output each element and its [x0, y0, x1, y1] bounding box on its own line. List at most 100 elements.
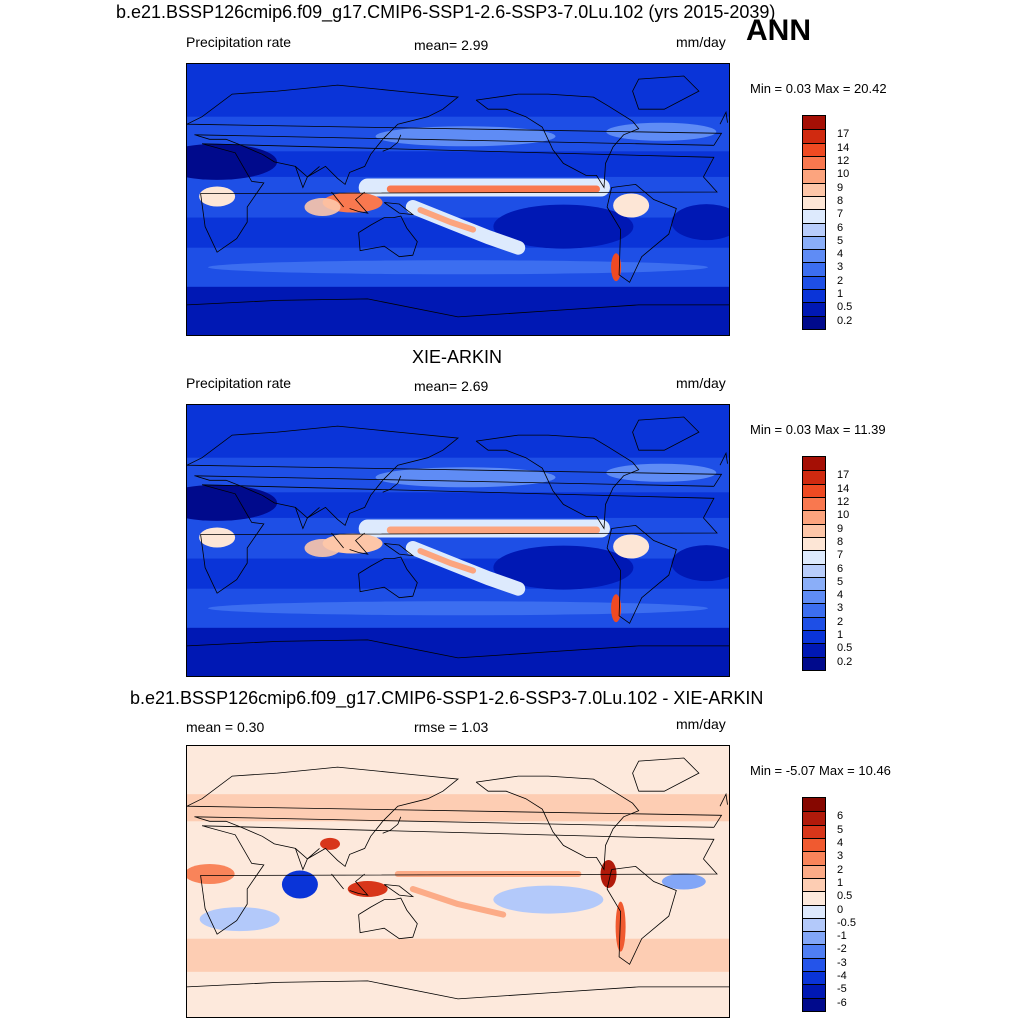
colorbar-swatch — [803, 155, 825, 170]
desert-dry-region — [187, 484, 278, 521]
colorbar-tick-label: 4 — [837, 248, 844, 261]
colorbar-swatch — [803, 984, 825, 998]
colorbar-tick-label: 4 — [837, 836, 844, 849]
panel-1-colorbar: 0.2 0.5 1 2 3 4 5 6 7 8 9 10 12 14 17 — [802, 115, 852, 330]
midlat-band-south — [187, 938, 729, 972]
colorbar-swatch — [803, 944, 825, 958]
pos-andes — [615, 901, 626, 952]
colorbar-swatch — [803, 249, 825, 263]
amazon-rain — [613, 534, 650, 559]
colorbar-tick-label: 3 — [837, 261, 844, 274]
colorbar-tick-label: 0.5 — [837, 301, 853, 314]
africa-rain — [199, 527, 236, 548]
coastline — [606, 183, 677, 283]
colorbar-swatch — [803, 891, 825, 905]
coastline — [331, 191, 344, 208]
pos-himalaya — [320, 837, 341, 850]
coastline — [349, 873, 369, 896]
colorbar-swatch — [803, 603, 825, 617]
colorbar-tick-label: 7 — [837, 208, 844, 221]
colorbar-tick-label: 2 — [837, 274, 844, 287]
coastline — [475, 775, 640, 871]
coastline — [187, 298, 729, 318]
dry-region-atlantic — [671, 545, 729, 582]
coastline — [475, 93, 640, 189]
coastline — [331, 873, 344, 890]
colorbar-swatch — [803, 169, 825, 183]
coastline — [719, 792, 728, 807]
andes-rain — [611, 253, 622, 282]
coastline — [632, 75, 700, 110]
colorbar-swatch — [803, 262, 825, 276]
coastline — [382, 134, 402, 152]
colorbar-swatch — [803, 931, 825, 945]
colorbar-swatch — [803, 630, 825, 644]
colorbar-swatch — [803, 222, 825, 236]
coastline — [382, 816, 402, 834]
colorbar-swatch — [803, 798, 825, 812]
panel-2-units: mm/day — [676, 375, 726, 391]
coastline — [295, 848, 320, 871]
colorbar-swatch — [803, 590, 825, 604]
colorbar-swatch — [803, 917, 825, 932]
colorbar-tick-label: 7 — [837, 549, 844, 562]
colorbar-tick-label: 6 — [837, 221, 844, 234]
colorbar-swatch — [803, 129, 825, 143]
coastline — [382, 475, 402, 493]
colorbar-swatch — [803, 904, 825, 918]
panel-2-colorbar: 0.2 0.5 1 2 3 4 5 6 7 8 9 10 12 14 17 — [802, 456, 852, 671]
spcz-core — [417, 548, 477, 574]
coastline — [719, 110, 728, 125]
colorbar-swatch — [803, 576, 825, 591]
colorbar-tick-label: -6 — [837, 996, 847, 1009]
colorbar-swatch — [803, 289, 825, 303]
colorbar-swatch — [803, 643, 825, 657]
indian-ocean-east — [304, 539, 341, 558]
colorbar-swatch — [803, 864, 825, 878]
colorbar-tick-label: 17 — [837, 128, 850, 141]
storm-track-south — [208, 260, 708, 275]
panel-3-units: mm/day — [676, 716, 726, 732]
coastline — [358, 215, 418, 258]
colorbar-swatch — [803, 550, 825, 564]
colorbar-swatch — [803, 195, 825, 210]
colorbar-swatch — [803, 563, 825, 577]
season-label: ANN — [746, 14, 811, 47]
panel-3-title: b.e21.BSSP126cmip6.f09_g17.CMIP6-SSP1-2.… — [130, 688, 764, 708]
main-title: b.e21.BSSP126cmip6.f09_g17.CMIP6-SSP1-2.… — [116, 2, 776, 22]
storm-track-south — [208, 601, 708, 616]
panel-3-mean: mean = 0.30 — [186, 719, 265, 735]
coastline — [632, 416, 700, 451]
coastline — [358, 897, 418, 940]
coastline — [295, 166, 320, 189]
map-svg — [187, 64, 729, 335]
coastline — [383, 543, 415, 557]
colorbar-tick-label: 1 — [837, 629, 844, 642]
africa-rain — [199, 186, 236, 207]
colorbar-swatch — [803, 837, 825, 852]
colorbar-tick-label: 6 — [837, 810, 844, 823]
colorbar-swatch — [803, 142, 825, 156]
storm-track-atlantic — [606, 122, 717, 141]
storm-track-atlantic — [606, 463, 717, 482]
colorbar-tick-label: 0.5 — [837, 642, 853, 655]
panel-2-stats: Min = 0.03 Max = 11.39 — [750, 422, 886, 437]
coastline — [187, 980, 729, 1000]
colorbar-tick-label: 5 — [837, 823, 844, 836]
panel-3-colorbar: -6 -5 -4 -3 -2 -1 -0.5 0 0.5 1 2 3 4 5 6 — [802, 797, 856, 1012]
colorbar-tick-label: -1 — [837, 930, 847, 943]
colorbar-tick-label: 9 — [837, 522, 844, 535]
coastline — [200, 825, 718, 935]
map-svg — [187, 746, 729, 1017]
panel-2-left-label: Precipitation rate — [186, 375, 292, 391]
panel-2-title: XIE-ARKIN — [412, 347, 503, 367]
coastline — [349, 532, 369, 555]
colorbar-swatch — [803, 496, 825, 511]
colorbar-tick-label: -0.5 — [837, 916, 856, 929]
pos-africa — [187, 863, 235, 884]
colorbar-tick-label: 6 — [837, 562, 844, 575]
colorbar-swatch — [803, 851, 825, 865]
colorbar-tick-label: -5 — [837, 983, 847, 996]
colorbar-swatch — [803, 656, 825, 670]
desert-dry-region — [187, 143, 278, 180]
